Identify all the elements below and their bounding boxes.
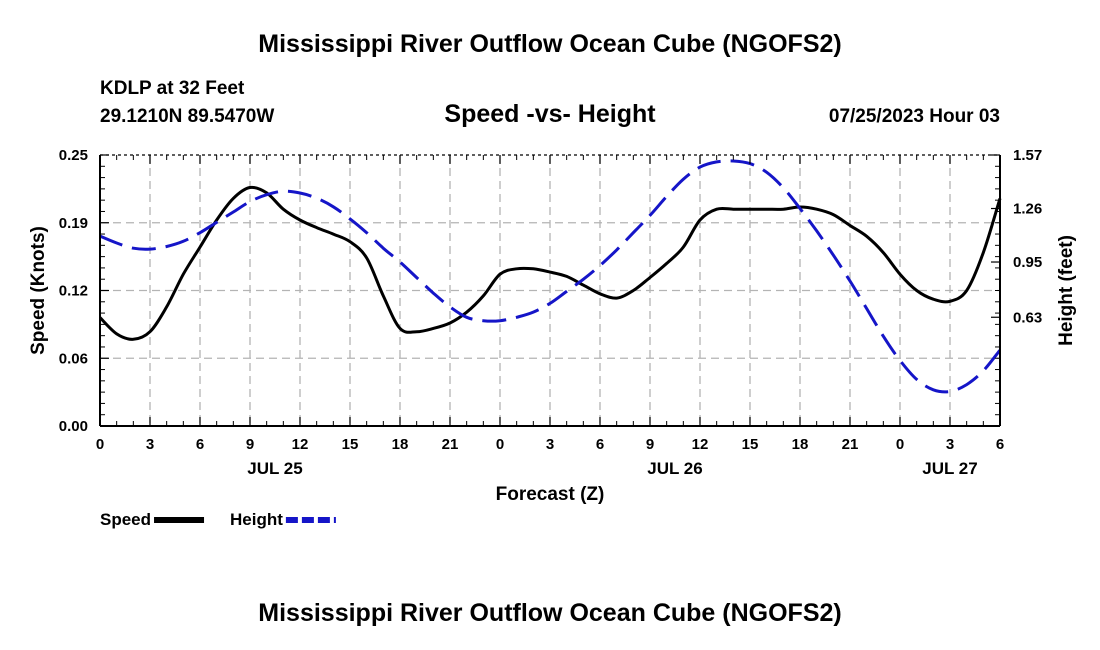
y2-axis-title: Height (feet) [1056,235,1077,346]
y-tick-label: 0.12 [59,283,88,300]
date-label: JUL 27 [922,459,977,478]
series-line-height [99,159,1002,394]
x-tick-label: 6 [996,436,1004,453]
y2-tick-label: 0.95 [1013,254,1042,271]
series-line-speed [98,185,1002,341]
y2-tick-label: 1.57 [1013,147,1042,164]
x-tick-label: 9 [246,436,254,453]
x-tick-label: 15 [742,436,759,453]
x-tick-label: 6 [596,436,604,453]
y-tick-label: 0.25 [59,147,88,164]
x-tick-label: 6 [196,436,204,453]
x-tick-label: 21 [842,436,859,453]
series-group [98,159,1002,394]
tick-marks [99,154,1001,427]
x-tick-label: 3 [146,436,154,453]
x-tick-label: 12 [292,436,309,453]
y2-tick-label: 1.26 [1013,201,1042,218]
x-tick-label: 0 [896,436,904,453]
y-tick-label: 0.19 [59,215,88,232]
x-tick-label: 9 [646,436,654,453]
x-tick-label: 0 [496,436,504,453]
footer-title: Mississippi River Outflow Ocean Cube (NG… [258,599,842,627]
x-tick-label: 18 [392,436,409,453]
axis-labels: 0 3 6 9 12 15 18 21 0 3 6 9 12 15 18 21 0 3 6 0.00 0.06 0.12 0… [28,147,1077,505]
station-label: KDLP at 32 Feet [100,78,245,99]
legend: Speed Height [100,510,336,529]
grid-lines [100,155,1000,426]
x-axis-title: Forecast (Z) [496,484,605,505]
date-label: JUL 25 [247,459,302,478]
coordinates-label: 29.1210N 89.5470W [100,106,275,127]
legend-label-height: Height [230,510,283,529]
x-tick-label: 12 [692,436,709,453]
chart-title: Mississippi River Outflow Ocean Cube (NG… [258,30,842,58]
forecast-datetime: 07/25/2023 Hour 03 [828,106,1000,127]
y-axis-title: Speed (Knots) [28,226,49,355]
x-tick-label: 15 [342,436,359,453]
legend-label-speed: Speed [100,510,151,529]
y-tick-label: 0.06 [59,350,88,367]
x-tick-label: 3 [946,436,954,453]
y-tick-label: 0.00 [59,418,88,435]
date-label: JUL 26 [647,459,702,478]
x-tick-label: 18 [792,436,809,453]
x-tick-label: 3 [546,436,554,453]
x-tick-label: 0 [96,436,104,453]
x-tick-label: 21 [442,436,459,453]
chart-subtitle: Speed -vs- Height [444,100,656,128]
y2-tick-label: 0.63 [1013,309,1042,326]
